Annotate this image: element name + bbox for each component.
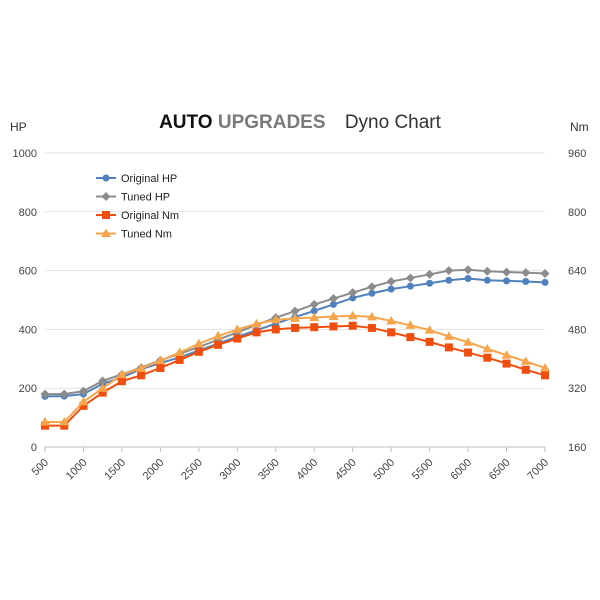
legend-item: Original Nm (96, 210, 179, 222)
data-point (78, 397, 88, 406)
data-point (464, 265, 473, 274)
legend-label: Original Nm (121, 210, 179, 222)
legend-label: Tuned HP (121, 192, 170, 204)
y-right-tick-label: 640 (568, 266, 586, 278)
y-left-tick-label: 1000 (13, 148, 37, 160)
data-point (522, 366, 530, 374)
left-axis-unit: HP (10, 120, 27, 134)
data-point (329, 322, 337, 330)
data-point (214, 341, 222, 349)
legend-item: Tuned Nm (96, 229, 172, 241)
data-point (406, 333, 414, 341)
x-tick-label: 5500 (410, 457, 436, 483)
data-point (388, 286, 395, 293)
x-tick-label: 3000 (218, 457, 244, 483)
data-point (310, 300, 319, 309)
x-tick-label: 3500 (256, 457, 282, 483)
x-tick-label: 500 (30, 457, 51, 478)
legend-marker (102, 192, 111, 201)
y-left-tick-label: 800 (19, 207, 37, 219)
data-point (329, 294, 338, 303)
grid-lines (45, 153, 545, 447)
data-point (233, 335, 241, 343)
y-right-tick-label: 160 (568, 442, 586, 454)
y-left-tick-label: 0 (31, 442, 37, 454)
x-tick-label: 2000 (141, 457, 167, 483)
data-point (483, 267, 492, 276)
data-point (484, 277, 491, 284)
data-point (367, 282, 376, 291)
data-point (522, 278, 529, 285)
x-tick-label: 1500 (102, 457, 128, 483)
data-point (348, 288, 357, 297)
data-point (118, 377, 126, 385)
y-right-tick-label: 320 (568, 383, 586, 395)
data-point (195, 348, 203, 356)
title-brand-secondary: UPGRADES (218, 112, 326, 133)
data-point (503, 360, 511, 368)
y-left-tick-label: 400 (19, 324, 37, 336)
data-point (503, 277, 510, 284)
series-group (40, 265, 550, 429)
data-point (98, 383, 108, 392)
data-point (156, 364, 164, 372)
x-tick-label: 4000 (295, 457, 321, 483)
data-point (272, 325, 280, 333)
y-left-tick-label: 200 (19, 383, 37, 395)
title-subtitle: Dyno Chart (345, 112, 441, 133)
y-right-tick-label: 480 (568, 324, 586, 336)
data-point (407, 283, 414, 290)
y-right-tick-label: 800 (568, 207, 586, 219)
data-point (368, 324, 376, 332)
legend-item: Tuned HP (96, 192, 170, 204)
title-brand-primary: AUTO (159, 112, 212, 133)
data-point (291, 324, 299, 332)
data-point (542, 279, 549, 286)
data-point (387, 328, 395, 336)
data-point (310, 323, 318, 331)
x-tick-label: 2500 (179, 457, 205, 483)
dyno-chart: 0 200 400 600 800 1000 160 320 480 640 800 960 500 10… (0, 0, 600, 600)
data-point (137, 371, 145, 379)
chart-title: AUTO UPGRADES Dyno Chart (0, 112, 600, 134)
data-point (502, 268, 511, 277)
data-point (483, 354, 491, 362)
x-tick-label: 7000 (525, 457, 551, 483)
data-point (349, 322, 357, 330)
y-left-tick-label: 600 (19, 266, 37, 278)
legend-label: Original HP (121, 173, 177, 185)
x-tick-label: 6500 (487, 457, 513, 483)
data-point (465, 275, 472, 282)
data-point (541, 371, 549, 379)
data-point (425, 270, 434, 279)
data-point (253, 328, 261, 336)
series-original-hp (42, 275, 549, 400)
x-tick-label: 5000 (371, 457, 397, 483)
legend-label: Tuned Nm (121, 229, 172, 241)
legend-marker (102, 211, 110, 219)
data-point (176, 356, 184, 364)
x-tick-label: 1000 (64, 457, 90, 483)
data-point (444, 266, 453, 275)
x-tick-label: 6000 (448, 457, 474, 483)
data-point (521, 268, 530, 277)
y-right-tick-label: 960 (568, 148, 586, 160)
legend: Original HP Tuned HP Original Nm Tuned Nm (96, 173, 179, 241)
data-point (445, 277, 452, 284)
legend-marker (103, 175, 110, 182)
x-tick-label: 4500 (333, 457, 359, 483)
data-point (426, 280, 433, 287)
data-point (387, 277, 396, 286)
data-point (426, 338, 434, 346)
legend-item: Original HP (96, 173, 177, 185)
data-point (464, 349, 472, 357)
data-point (445, 343, 453, 351)
data-point (406, 273, 415, 282)
right-axis-unit: Nm (570, 120, 589, 134)
